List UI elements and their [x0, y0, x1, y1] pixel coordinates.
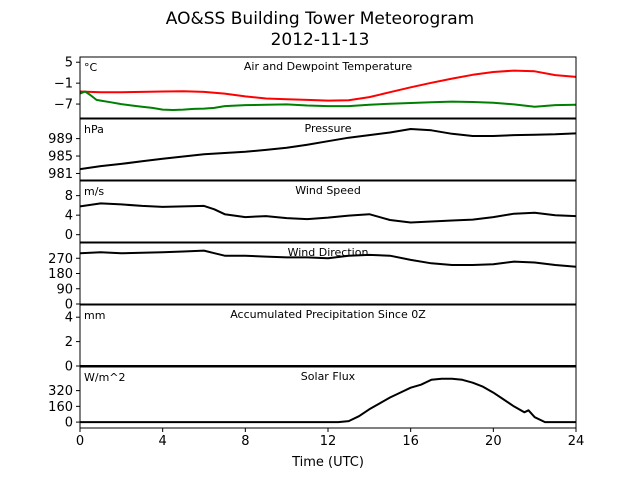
y-tick-label: 0: [65, 360, 73, 375]
y-tick-label: 989: [48, 132, 73, 147]
panel-title-precip: Accumulated Precipitation Since 0Z: [230, 308, 426, 321]
x-tick-label: 12: [320, 434, 337, 449]
unit-label-solar: W/m^2: [84, 371, 126, 384]
panel-title-solar: Solar Flux: [301, 370, 356, 383]
y-tick-label: −1: [54, 77, 73, 92]
x-tick-label: 20: [485, 434, 502, 449]
series-line-solar-0: [80, 377, 576, 424]
y-tick-label: 320: [48, 384, 73, 399]
series-line-wind_direction-0: [80, 249, 576, 268]
y-tick-label: 90: [56, 282, 73, 297]
y-tick-label: 2: [65, 335, 73, 350]
panel-title-wind_direction: Wind Direction: [288, 246, 369, 259]
unit-label-wind_speed: m/s: [84, 185, 104, 198]
x-tick-label: 8: [241, 434, 249, 449]
panel-pressure: 989 985 981 hPa Pressure: [48, 118, 577, 182]
series-line-temp-1: [80, 90, 576, 111]
figure-title-line1: AO&SS Building Tower Meteorogram: [166, 9, 474, 29]
panel-frame-pressure: [79, 118, 577, 181]
series-line-temp-0: [80, 69, 576, 102]
unit-label-temp: °C: [84, 61, 98, 74]
y-tick-label: 985: [48, 150, 73, 165]
y-tick-label: −7: [54, 98, 73, 113]
panel-wind_speed: 8 4 0 m/s Wind Speed: [65, 180, 577, 243]
x-axis: 0 4 8 12 16 20 24: [76, 428, 584, 449]
series-line-pressure-0: [80, 128, 576, 171]
y-tick-label: 4: [65, 311, 73, 326]
series-line-wind_speed-0: [80, 202, 576, 224]
x-axis-label: Time (UTC): [291, 455, 364, 470]
y-tick-label: 5: [65, 56, 73, 71]
y-tick-label: 8: [65, 189, 73, 204]
panel-frame-wind_speed: [79, 180, 577, 243]
y-tick-label: 270: [48, 252, 73, 267]
figure-title-line2: 2012-11-13: [271, 30, 370, 50]
panel-frame-precip: [79, 304, 577, 367]
y-tick-label: 0: [65, 228, 73, 243]
y-tick-label: 160: [48, 400, 73, 415]
panel-title-pressure: Pressure: [305, 122, 352, 135]
y-tick-label: 180: [48, 267, 73, 282]
panel-title-temp: Air and Dewpoint Temperature: [244, 60, 412, 73]
x-tick-label: 4: [159, 434, 167, 449]
unit-label-pressure: hPa: [84, 123, 104, 136]
panel-title-wind_speed: Wind Speed: [295, 184, 361, 197]
y-tick-label: 0: [65, 298, 73, 313]
panel-precip: 4 2 0 mm Accumulated Precipitation Since 0Z: [65, 304, 577, 375]
panel-frame-temp: [79, 56, 577, 119]
x-tick-label: 16: [402, 434, 419, 449]
unit-label-precip: mm: [84, 309, 105, 322]
y-tick-label: 981: [48, 167, 73, 182]
y-tick-label: 4: [65, 209, 73, 224]
panels-layer: 5−1−7°C Air and Dewpoint Temperature98998…: [48, 56, 577, 431]
x-tick-label: 24: [568, 434, 585, 449]
panel-temp: 5 −1 −7 °C Air and Dewpoint Temperature: [54, 56, 577, 119]
x-tick-label: 0: [76, 434, 84, 449]
y-tick-label: 0: [65, 416, 73, 431]
